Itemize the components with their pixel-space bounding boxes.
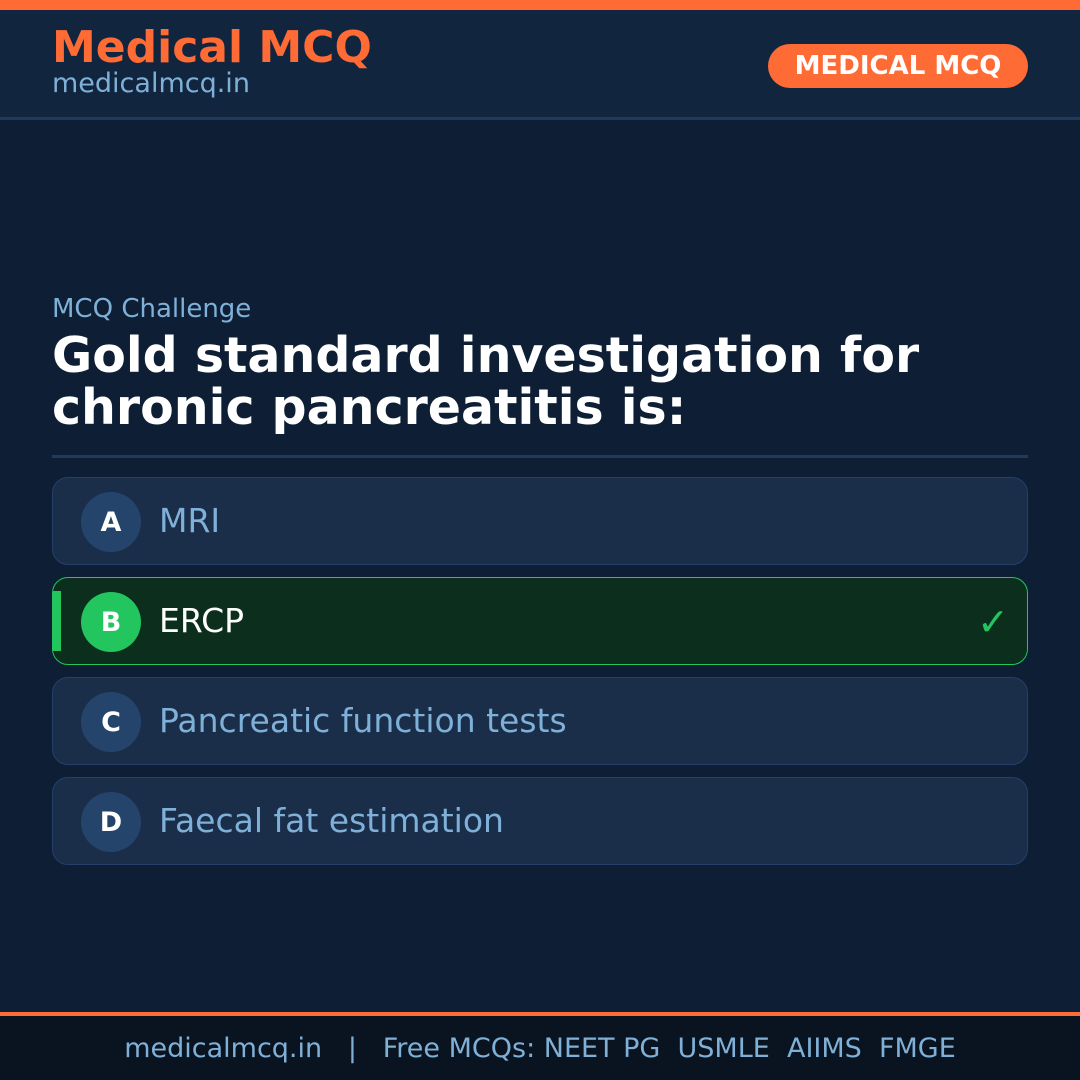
footer-accent-line <box>0 1012 1080 1016</box>
option-c[interactable]: C Pancreatic function tests <box>52 677 1028 765</box>
option-d[interactable]: D Faecal fat estimation <box>52 777 1028 865</box>
correct-indicator-bar <box>53 591 61 651</box>
top-accent-bar <box>0 0 1080 10</box>
option-text: ERCP <box>159 601 245 640</box>
option-text: Faecal fat estimation <box>159 801 504 840</box>
option-b-correct[interactable]: B ERCP ✓ <box>52 577 1028 665</box>
option-letter: C <box>81 692 141 752</box>
option-text: MRI <box>159 501 221 540</box>
option-a[interactable]: A MRI <box>52 477 1028 565</box>
question-text: Gold standard investigation for chronic … <box>52 327 920 436</box>
brand-title: Medical MCQ <box>52 22 372 73</box>
question-kicker: MCQ Challenge <box>52 294 252 324</box>
option-text: Pancreatic function tests <box>159 701 567 740</box>
category-badge: MEDICAL MCQ <box>768 44 1028 88</box>
option-letter: A <box>81 492 141 552</box>
footer: medicalmcq.in | Free MCQs: NEET PG USMLE… <box>0 1016 1080 1080</box>
option-letter: B <box>81 592 141 652</box>
check-icon: ✓ <box>977 600 1009 644</box>
site-url: medicalmcq.in <box>52 68 250 99</box>
option-letter: D <box>81 792 141 852</box>
header: Medical MCQ medicalmcq.in MEDICAL MCQ <box>0 10 1080 120</box>
divider <box>52 455 1028 458</box>
